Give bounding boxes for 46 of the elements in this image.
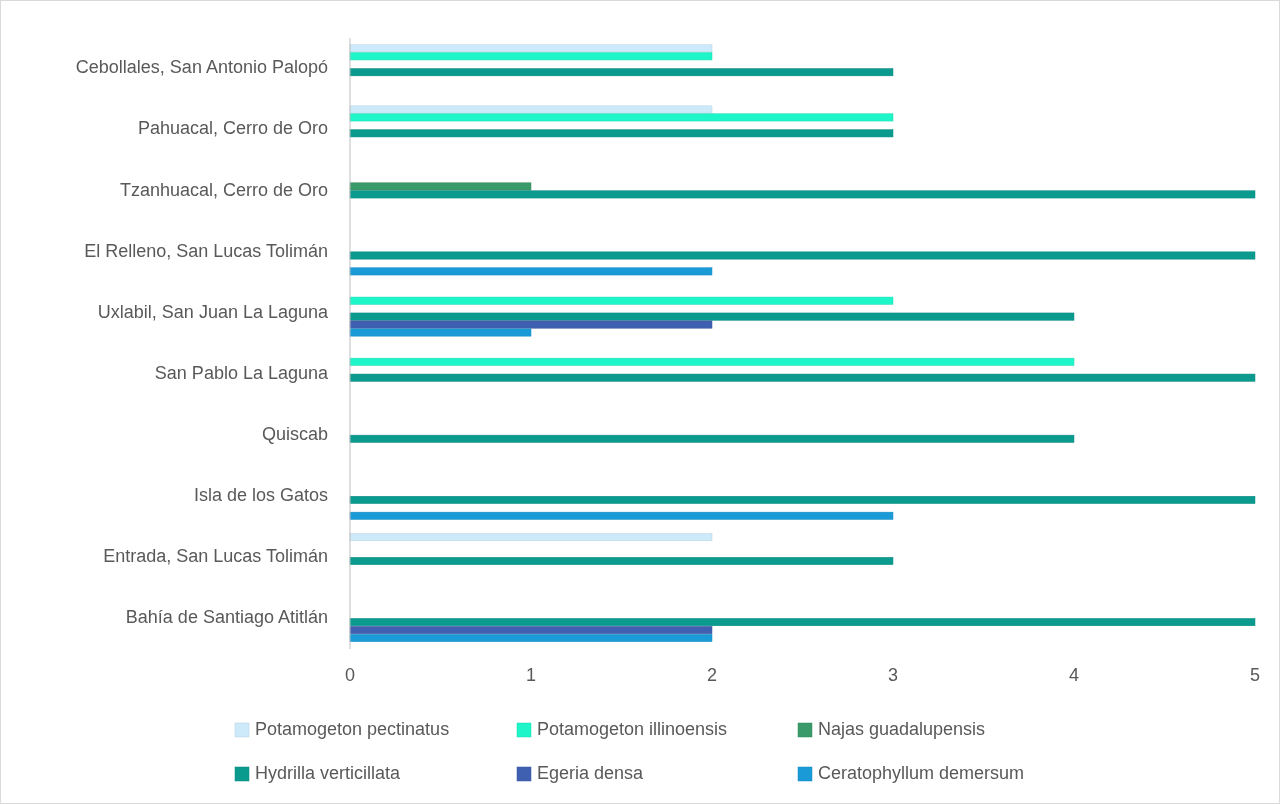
bar (349, 68, 894, 77)
bar (349, 129, 894, 138)
legend-label: Najas guadalupensis (818, 718, 986, 739)
bar (349, 190, 1256, 199)
y-tick-label: Pahuacal, Cerro de Oro (137, 118, 328, 139)
y-tick-label: Isla de los Gatos (193, 485, 328, 505)
bar (349, 533, 713, 542)
y-tick-label: Bahía de Santiago Atitlán (125, 607, 328, 628)
x-tick-label: 4 (1068, 665, 1080, 685)
y-tick-label: Uxlabil, San Juan La Laguna (97, 301, 329, 322)
bar (349, 320, 713, 329)
bar (349, 626, 713, 634)
legend-label: Hydrilla verticillata (255, 762, 402, 783)
bar (349, 113, 894, 122)
x-tick-label: 2 (706, 665, 718, 685)
y-tick-label: El Relleno, San Lucas Tolimán (84, 240, 328, 261)
legend-label: Potamogeton pectinatus (255, 718, 450, 739)
bar (349, 357, 1075, 366)
bar (349, 44, 713, 53)
legend-label: Egeria densa (537, 762, 645, 783)
bar (349, 296, 894, 305)
bar (349, 511, 894, 520)
legend-label: Potamogeton illinoensis (537, 718, 728, 739)
bar (349, 312, 1075, 321)
x-tick-label: 5 (1249, 665, 1261, 685)
bar (349, 267, 713, 276)
legend-label: Ceratophyllum demersum (818, 762, 1025, 783)
bar (349, 618, 1256, 627)
x-tick-label: 3 (887, 665, 899, 685)
bar (349, 373, 1256, 382)
bar (349, 52, 713, 61)
bar (349, 434, 1075, 443)
bar (349, 251, 1256, 260)
y-tick-label: Tzanhuacal, Cerro de Oro (119, 179, 328, 200)
bar (349, 182, 532, 191)
bar (349, 634, 713, 642)
y-tick-label: Cebollales, San Antonio Palopó (75, 57, 328, 78)
bar (349, 557, 894, 565)
y-tick-label: San Pablo La Laguna (154, 362, 329, 383)
x-tick-label: 1 (525, 665, 537, 685)
y-tick-label: Quiscab (261, 423, 328, 444)
bar (349, 328, 532, 337)
x-tick-label: 0 (344, 665, 356, 685)
y-tick-label: Entrada, San Lucas Tolimán (103, 546, 328, 567)
bar (349, 496, 1256, 504)
bar (349, 105, 713, 114)
